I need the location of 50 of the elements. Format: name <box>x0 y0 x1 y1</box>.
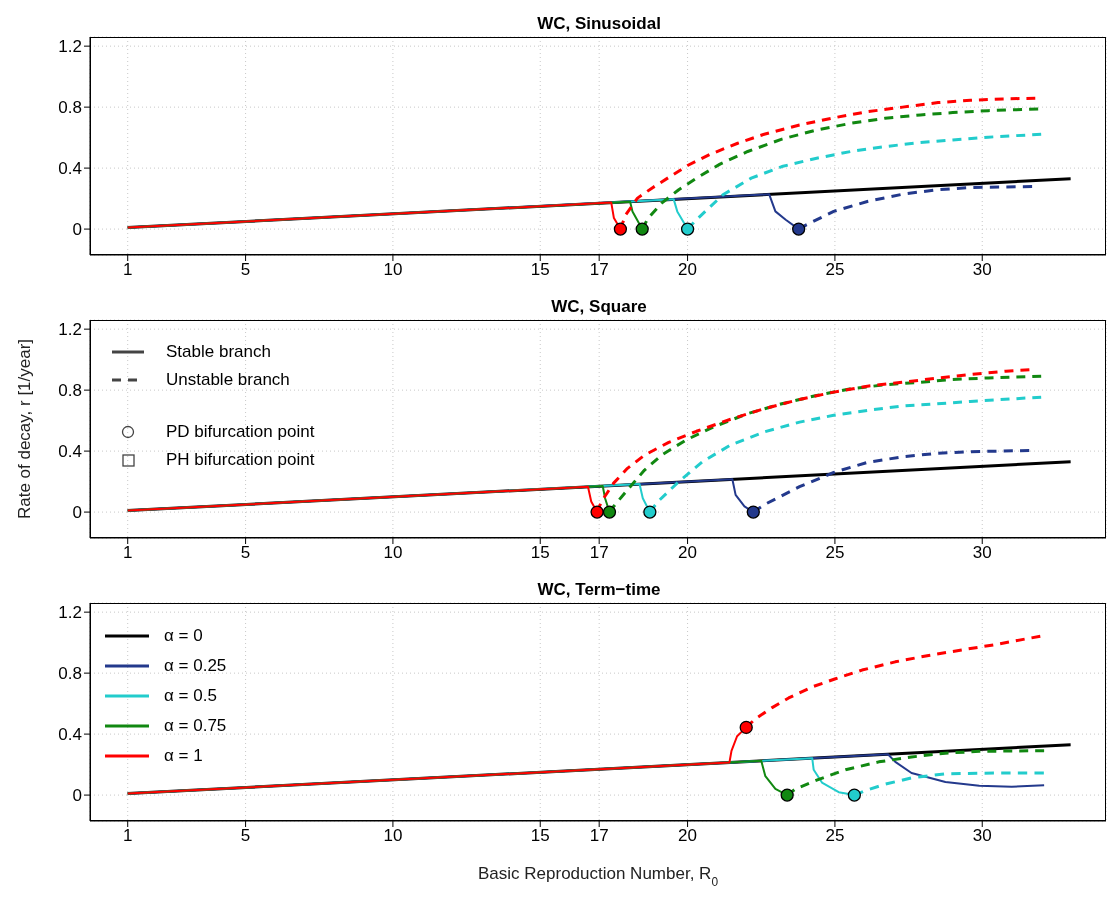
x-tick-label: 17 <box>589 826 609 846</box>
legend-label: α = 0.5 <box>164 686 217 706</box>
y-axis-title: Rate of decay, r [1/year] <box>15 338 34 520</box>
x-tick-label: 5 <box>240 260 251 280</box>
y-tick-label: 0.4 <box>58 159 82 179</box>
x-tick-label: 20 <box>678 543 698 563</box>
x-tick-label: 1 <box>122 260 133 280</box>
x-tick-label: 15 <box>530 260 550 280</box>
x-tick-label: 20 <box>678 260 698 280</box>
y-tick-label: 0.8 <box>58 381 82 401</box>
x-tick-label: 25 <box>825 543 845 563</box>
x-tick-label: 10 <box>383 826 403 846</box>
annotation: PD bifurcation point <box>166 422 315 442</box>
y-tick-label: 1.2 <box>58 320 82 340</box>
y-tick-label: 0 <box>72 220 82 240</box>
y-tick-label: 0.8 <box>58 98 82 118</box>
x-axis-title: Basic Reproduction Number, R$_{0}$ <box>477 864 719 889</box>
x-tick-label: 30 <box>972 543 992 563</box>
x-tick-label: 1 <box>122 826 133 846</box>
x-tick-label: 10 <box>383 543 403 563</box>
annotation: Stable branch <box>166 342 271 362</box>
chart-title: WC, Square <box>551 297 647 317</box>
chart-title: WC, Sinusoidal <box>537 14 661 34</box>
x-tick-label: 30 <box>972 826 992 846</box>
y-tick-label: 0.8 <box>58 664 82 684</box>
x-tick-label: 25 <box>825 260 845 280</box>
x-tick-label: 1 <box>122 543 133 563</box>
x-tick-label: 5 <box>240 543 251 563</box>
annotation: Unstable branch <box>166 370 290 390</box>
x-tick-label: 15 <box>530 826 550 846</box>
x-tick-label: 10 <box>383 260 403 280</box>
legend-label: α = 0.75 <box>164 716 227 736</box>
y-tick-label: 0 <box>72 503 82 523</box>
chart-title: WC, Term−time <box>537 580 661 600</box>
y-tick-label: 0.4 <box>58 725 82 745</box>
y-tick-label: 0.4 <box>58 442 82 462</box>
y-tick-label: 1.2 <box>58 37 82 57</box>
x-tick-label: 17 <box>589 543 609 563</box>
x-tick-label: 15 <box>530 543 550 563</box>
x-tick-label: 25 <box>825 826 845 846</box>
x-tick-label: 30 <box>972 260 992 280</box>
legend-label: α = 0.25 <box>164 656 227 676</box>
legend-label: α = 0 <box>164 626 203 646</box>
y-tick-label: 1.2 <box>58 603 82 623</box>
annotation: PH bifurcation point <box>166 450 315 470</box>
x-tick-label: 17 <box>589 260 609 280</box>
legend-label: α = 1 <box>164 746 203 766</box>
x-tick-label: 20 <box>678 826 698 846</box>
y-tick-label: 0 <box>72 786 82 806</box>
x-tick-label: 5 <box>240 826 251 846</box>
